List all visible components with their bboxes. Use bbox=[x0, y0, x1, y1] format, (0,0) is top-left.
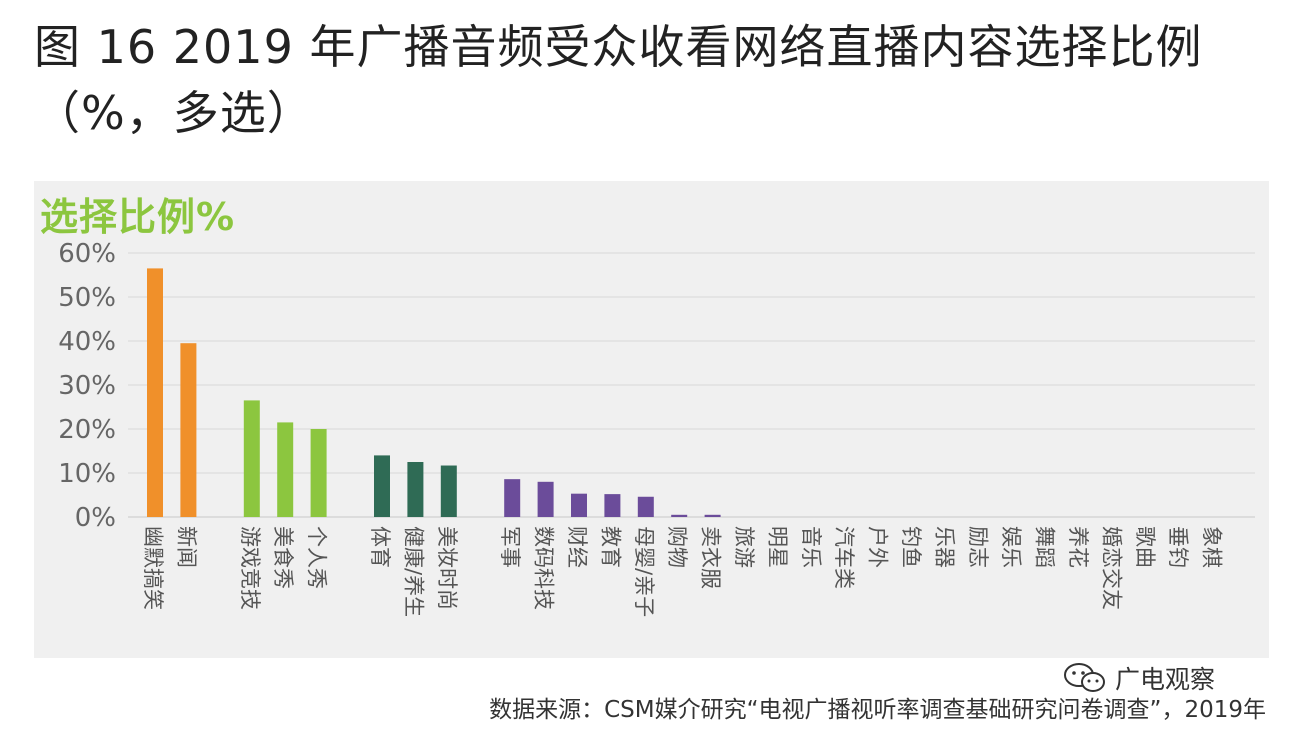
x-category-label: 象棋 bbox=[1200, 526, 1224, 568]
y-tick-label: 30% bbox=[58, 371, 116, 401]
y-tick-label: 10% bbox=[58, 459, 116, 489]
bar-12 bbox=[637, 496, 654, 517]
watermark: 广电观察 bbox=[1063, 660, 1215, 696]
x-category-label: 音乐 bbox=[799, 526, 823, 568]
x-category-label: 歌曲 bbox=[1133, 526, 1157, 568]
bar-9 bbox=[537, 481, 554, 517]
chart-heading: 选择比例% bbox=[40, 195, 236, 239]
bar-2 bbox=[243, 400, 260, 517]
bar-7 bbox=[440, 465, 457, 517]
y-tick-label: 40% bbox=[58, 327, 116, 357]
y-axis-tick-labels: 0% 10% 20% 30% 40% 50% 60% bbox=[58, 239, 116, 533]
x-category-label: 卖衣服 bbox=[699, 526, 723, 589]
x-category-label: 财经 bbox=[565, 526, 589, 568]
x-category-label: 明星 bbox=[765, 526, 789, 568]
bar-3 bbox=[277, 422, 294, 517]
bar-14 bbox=[704, 514, 721, 517]
x-category-label: 户外 bbox=[866, 526, 890, 568]
x-category-label: 婚恋交友 bbox=[1099, 526, 1123, 610]
y-tick-label: 20% bbox=[58, 415, 116, 445]
watermark-text: 广电观察 bbox=[1115, 665, 1216, 694]
x-category-label: 母婴/亲子 bbox=[632, 526, 656, 617]
figure-title: 图 16 2019 年广播音频受众收看网络直播内容选择比例（%，多选） bbox=[34, 20, 1203, 140]
x-category-label: 健康/养生 bbox=[401, 526, 425, 617]
bars bbox=[147, 268, 721, 517]
x-category-label: 旅游 bbox=[732, 526, 756, 568]
source-note: 数据来源：CSM媒介研究“电视广播视听率调查基础研究问卷调查”，2019年 bbox=[489, 697, 1266, 723]
x-axis-category-labels: 幽默搞笑 新闻 游戏竞技 美食秀 个人秀 体育 健康/养生 美妆时尚 军事 数码科技 财经 教育 母婴/… bbox=[141, 526, 1224, 617]
bar-6 bbox=[407, 462, 424, 517]
grid-lines bbox=[128, 252, 1255, 518]
bar-13 bbox=[671, 514, 688, 517]
x-category-label: 美食秀 bbox=[271, 526, 295, 589]
y-tick-label: 50% bbox=[58, 283, 116, 313]
wechat-icon bbox=[1064, 663, 1105, 692]
x-category-label: 娱乐 bbox=[999, 526, 1023, 568]
bar-8 bbox=[504, 479, 521, 517]
x-category-label: 美妆时尚 bbox=[435, 526, 459, 610]
x-category-label: 舞蹈 bbox=[1033, 526, 1057, 568]
x-category-label: 新闻 bbox=[174, 526, 198, 568]
x-category-label: 汽车类 bbox=[832, 526, 856, 589]
y-tick-label: 60% bbox=[58, 239, 116, 269]
bar-1 bbox=[180, 343, 197, 517]
x-category-label: 教育 bbox=[598, 526, 622, 568]
x-category-label: 励志 bbox=[966, 526, 990, 568]
chart-panel bbox=[34, 181, 1269, 658]
x-category-label: 购物 bbox=[665, 526, 689, 568]
x-category-label: 养花 bbox=[1066, 526, 1090, 568]
x-category-label: 垂钓 bbox=[1166, 526, 1190, 568]
bar-4 bbox=[310, 429, 327, 517]
y-tick-label: 0% bbox=[75, 503, 116, 533]
x-category-label: 数码科技 bbox=[532, 526, 556, 610]
x-category-label: 个人秀 bbox=[305, 526, 329, 589]
x-category-label: 钓鱼 bbox=[899, 526, 923, 568]
x-category-label: 游戏竞技 bbox=[238, 526, 262, 610]
bar-11 bbox=[604, 494, 621, 517]
x-category-label: 军事 bbox=[498, 526, 522, 568]
bar-10 bbox=[571, 493, 587, 517]
bar-0 bbox=[147, 268, 163, 517]
x-category-label: 体育 bbox=[368, 526, 392, 568]
x-category-label: 幽默搞笑 bbox=[141, 526, 165, 610]
x-category-label: 乐器 bbox=[932, 526, 956, 568]
bar-5 bbox=[374, 455, 390, 517]
